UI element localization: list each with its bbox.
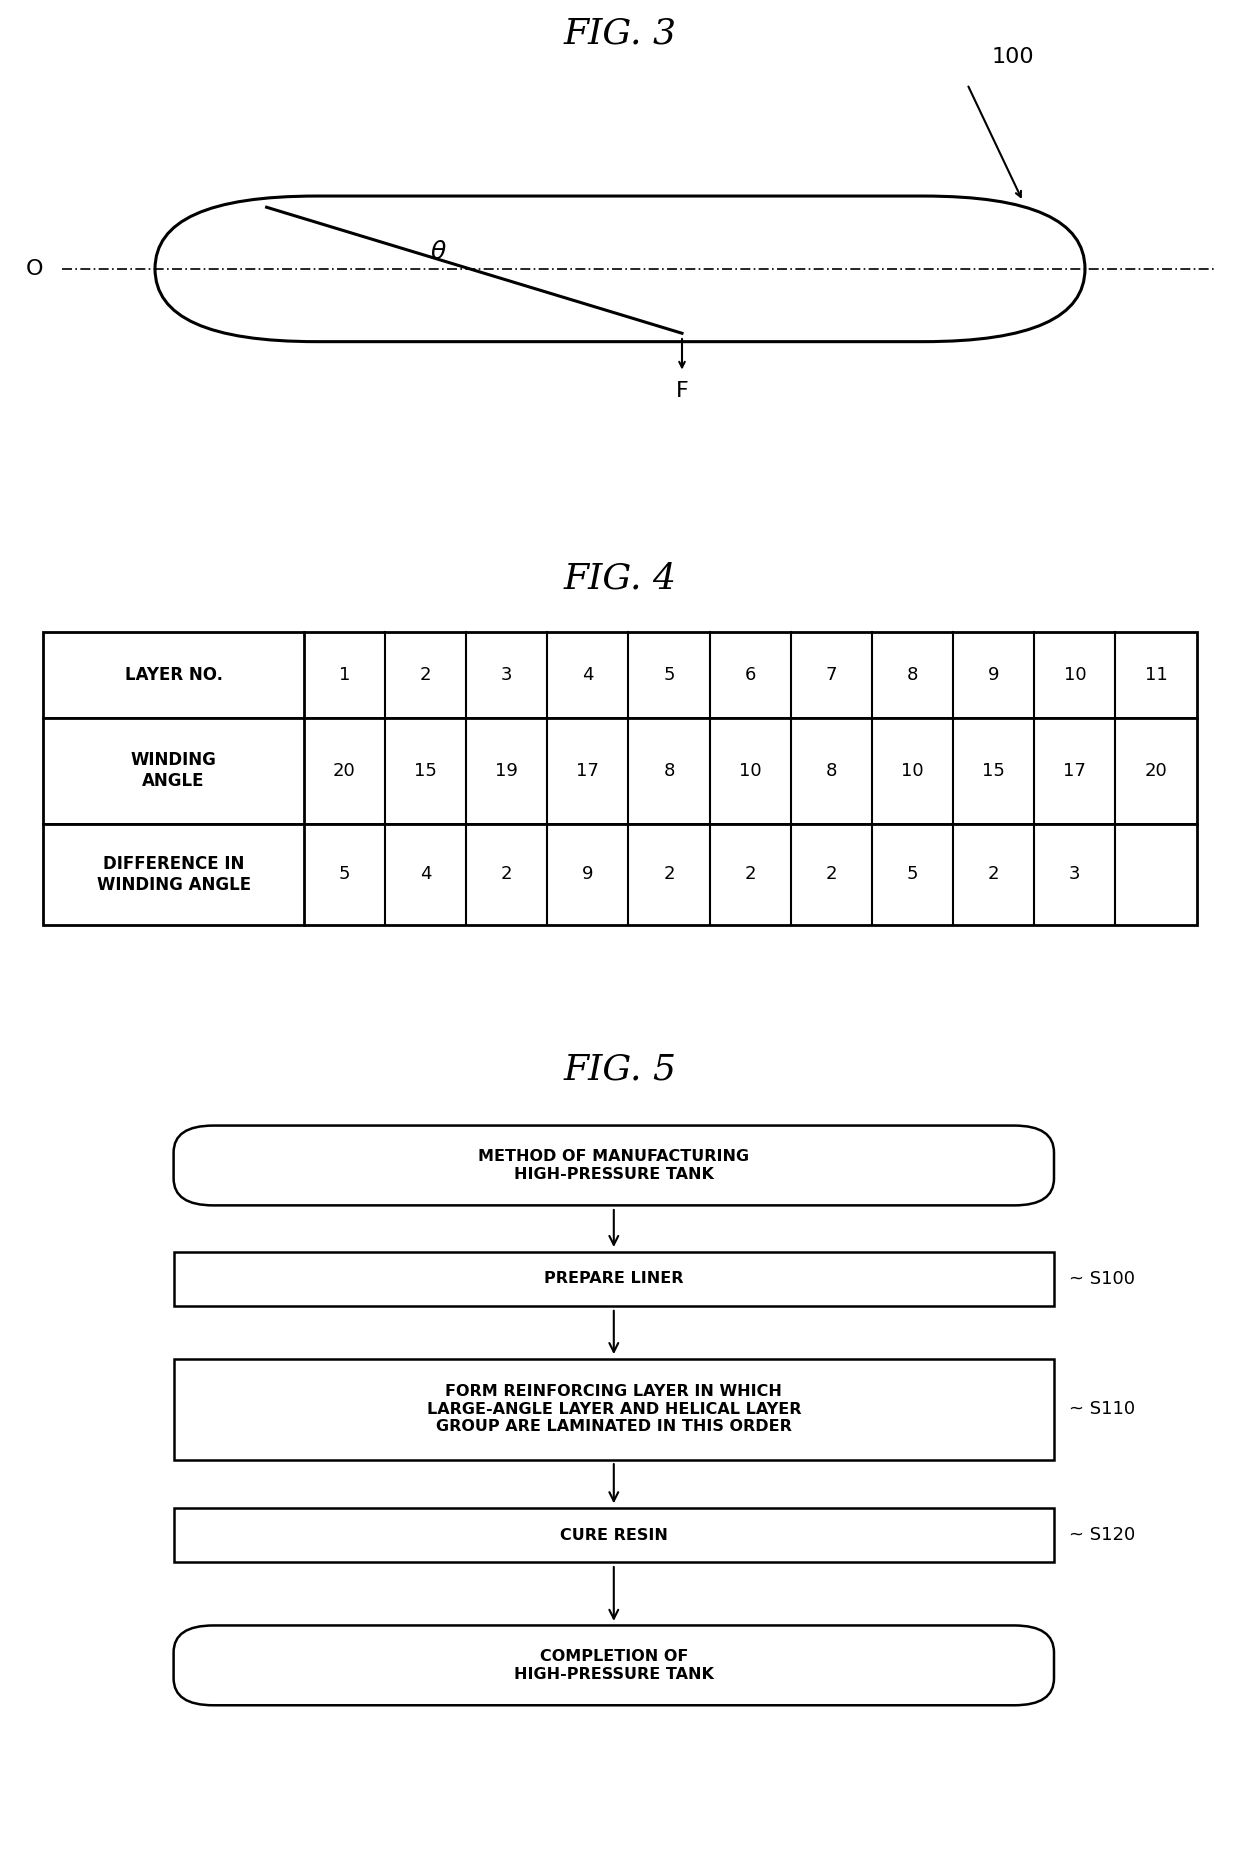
Text: 2: 2 — [744, 864, 756, 883]
Text: 8: 8 — [663, 762, 675, 780]
Text: 2: 2 — [663, 864, 675, 883]
Text: 19: 19 — [495, 762, 518, 780]
Text: 11: 11 — [1145, 667, 1167, 683]
Bar — [174, 1509, 1054, 1563]
Text: 2: 2 — [501, 864, 512, 883]
Text: CURE RESIN: CURE RESIN — [560, 1527, 667, 1542]
Text: 15: 15 — [982, 762, 1006, 780]
Text: 4: 4 — [582, 667, 594, 683]
Text: FIG. 4: FIG. 4 — [563, 562, 677, 596]
FancyBboxPatch shape — [174, 1126, 1054, 1206]
Bar — [43, 717, 1197, 823]
Text: 3: 3 — [1069, 864, 1080, 883]
Text: 20: 20 — [1145, 762, 1167, 780]
Text: 5: 5 — [339, 864, 350, 883]
Text: 2: 2 — [988, 864, 999, 883]
Text: WINDING
ANGLE: WINDING ANGLE — [130, 751, 217, 790]
Text: ~ S110: ~ S110 — [1069, 1400, 1135, 1419]
Text: FIG. 3: FIG. 3 — [563, 17, 677, 50]
FancyBboxPatch shape — [155, 196, 1085, 342]
Text: 20: 20 — [334, 762, 356, 780]
Text: 5: 5 — [663, 667, 675, 683]
Bar — [174, 1251, 1054, 1307]
Text: 8: 8 — [826, 762, 837, 780]
Text: METHOD OF MANUFACTURING
HIGH-PRESSURE TANK: METHOD OF MANUFACTURING HIGH-PRESSURE TA… — [479, 1150, 749, 1182]
Text: 6: 6 — [744, 667, 756, 683]
Text: 9: 9 — [582, 864, 594, 883]
Text: 1: 1 — [339, 667, 350, 683]
Bar — [43, 633, 1197, 717]
Text: 9: 9 — [988, 667, 999, 683]
Bar — [174, 1359, 1054, 1460]
Text: ~ S120: ~ S120 — [1069, 1525, 1135, 1544]
Text: 10: 10 — [739, 762, 761, 780]
Text: 10: 10 — [1064, 667, 1086, 683]
Text: LAYER NO.: LAYER NO. — [124, 667, 223, 683]
FancyBboxPatch shape — [174, 1626, 1054, 1705]
Text: PREPARE LINER: PREPARE LINER — [544, 1271, 683, 1286]
Text: 15: 15 — [414, 762, 436, 780]
Text: $\theta$: $\theta$ — [430, 241, 448, 263]
Text: 5: 5 — [906, 864, 919, 883]
Text: 8: 8 — [906, 667, 918, 683]
Text: ~ S100: ~ S100 — [1069, 1270, 1135, 1288]
Text: 2: 2 — [826, 864, 837, 883]
Text: FORM REINFORCING LAYER IN WHICH
LARGE-ANGLE LAYER AND HELICAL LAYER
GROUP ARE LA: FORM REINFORCING LAYER IN WHICH LARGE-AN… — [427, 1383, 801, 1434]
Text: 2: 2 — [420, 667, 432, 683]
Text: FIG. 5: FIG. 5 — [563, 1053, 677, 1087]
Text: F: F — [676, 381, 688, 401]
Text: 10: 10 — [901, 762, 924, 780]
Text: 17: 17 — [577, 762, 599, 780]
Text: 3: 3 — [501, 667, 512, 683]
Text: 17: 17 — [1064, 762, 1086, 780]
Text: 100: 100 — [992, 47, 1034, 67]
Text: DIFFERENCE IN
WINDING ANGLE: DIFFERENCE IN WINDING ANGLE — [97, 855, 250, 894]
Bar — [43, 823, 1197, 924]
Text: O: O — [26, 260, 43, 278]
Text: COMPLETION OF
HIGH-PRESSURE TANK: COMPLETION OF HIGH-PRESSURE TANK — [513, 1649, 714, 1682]
Text: 4: 4 — [420, 864, 432, 883]
Text: 7: 7 — [826, 667, 837, 683]
